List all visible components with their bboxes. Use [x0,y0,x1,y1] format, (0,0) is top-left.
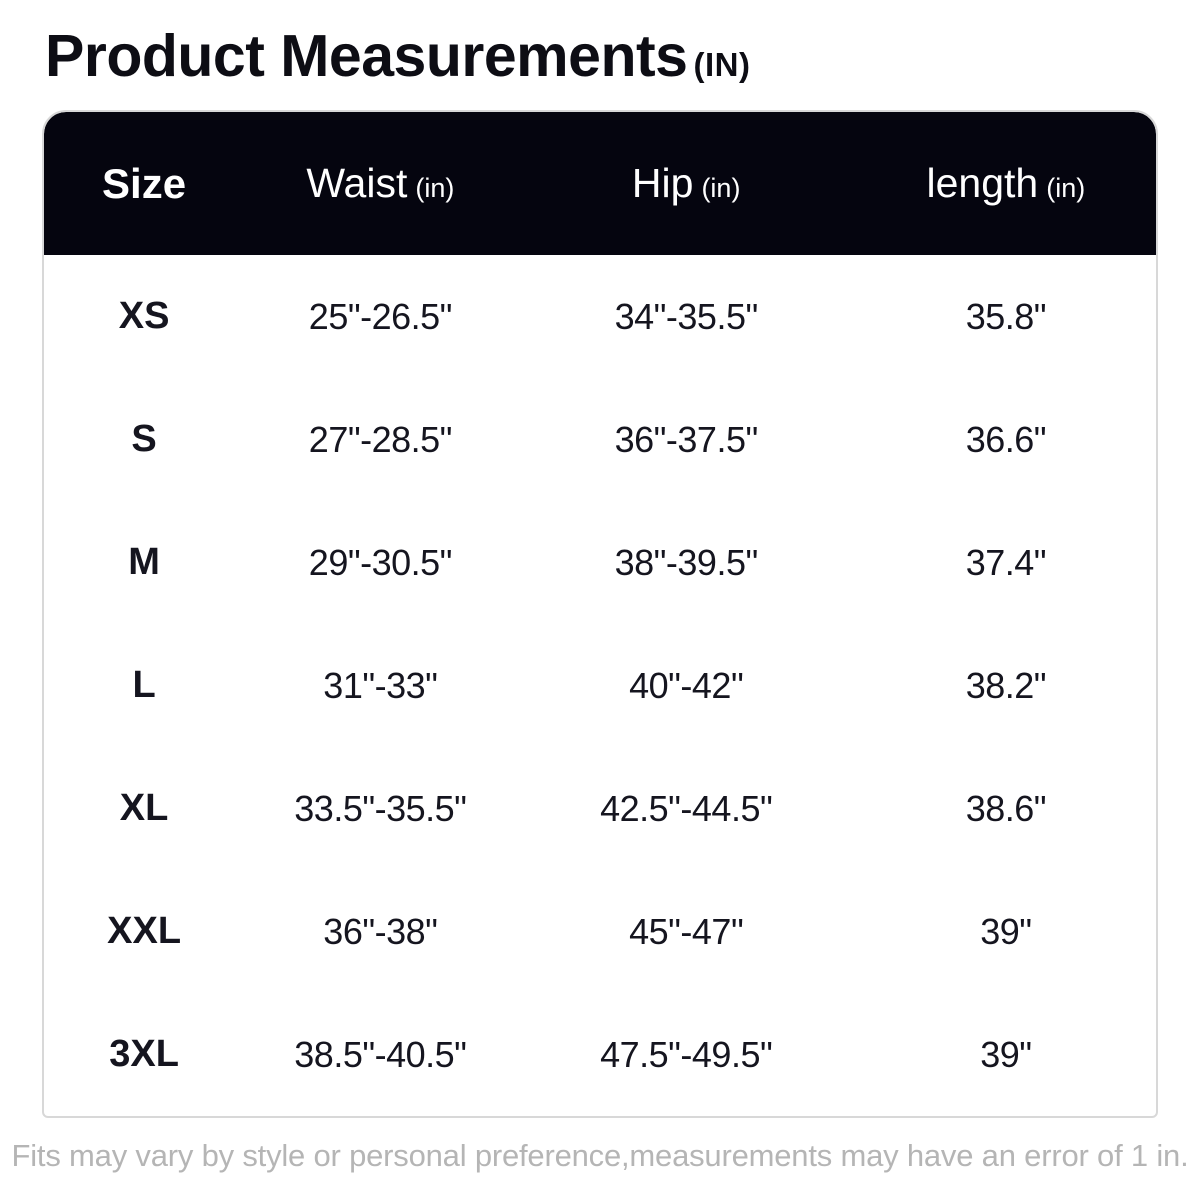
length-cell: 38.6" [965,787,1047,829]
hip-cell: 38"-39.5" [614,541,759,583]
table-row-3xl: 3XL 38.5"-40.5" 47.5"-49.5" 39" [44,993,1156,1116]
hip-cell: 42.5"-44.5" [600,787,773,829]
size-cell: XXL [107,910,182,952]
hip-cell: 47.5"-49.5" [600,1033,773,1075]
page-title-unit: (IN) [693,46,751,83]
size-cell: XL [119,787,169,829]
column-header-waist-unit: (in) [415,173,455,203]
table-row-m: M 29"-30.5" 38"-39.5" 37.4" [44,501,1156,624]
length-cell: 38.2" [965,664,1047,706]
column-header-waist-label: Waist [306,160,408,206]
waist-cell: 31"-33" [323,664,438,706]
length-cell: 39" [980,1033,1032,1075]
waist-cell: 36"-38" [323,910,438,952]
waist-cell: 38.5"-40.5" [294,1033,467,1075]
column-header-length: length (in) [856,160,1156,207]
size-cell: 3XL [109,1033,179,1075]
hip-cell: 34"-35.5" [614,295,759,337]
page-title: Product Measurements (IN) [45,22,750,90]
table-row-xxl: XXL 36"-38" 45"-47" 39" [44,870,1156,993]
waist-cell: 29"-30.5" [308,541,453,583]
column-header-length-unit: (in) [1046,173,1086,203]
table-header-row: Size Waist (in) Hip (in) length (in) [44,112,1156,255]
length-cell: 35.8" [965,295,1047,337]
column-header-hip-label: Hip [631,160,694,206]
waist-cell: 33.5"-35.5" [294,787,467,829]
table-body: XS 25"-26.5" 34"-35.5" 35.8" S 27"-28.5"… [44,255,1156,1116]
measurements-table: Size Waist (in) Hip (in) length (in) XS … [42,110,1158,1118]
disclaimer-text: Fits may vary by style or personal prefe… [11,1138,1189,1173]
hip-cell: 45"-47" [629,910,744,952]
column-header-waist: Waist (in) [244,160,516,207]
length-cell: 37.4" [965,541,1047,583]
table-row-l: L 31"-33" 40"-42" 38.2" [44,624,1156,747]
waist-cell: 27"-28.5" [308,418,453,460]
column-header-hip-unit: (in) [701,173,741,203]
table-row-s: S 27"-28.5" 36"-37.5" 36.6" [44,378,1156,501]
page-title-text: Product Measurements [45,23,688,89]
column-header-hip: Hip (in) [517,160,856,207]
size-cell: L [132,664,156,706]
length-cell: 36.6" [965,418,1047,460]
column-header-size-label: Size [102,159,187,207]
hip-cell: 40"-42" [629,664,744,706]
column-header-size: Size [44,160,244,208]
size-cell: XS [118,295,170,337]
length-cell: 39" [980,910,1032,952]
hip-cell: 36"-37.5" [614,418,759,460]
table-row-xs: XS 25"-26.5" 34"-35.5" 35.8" [44,255,1156,378]
size-cell: M [128,541,160,583]
size-cell: S [131,418,157,460]
table-row-xl: XL 33.5"-35.5" 42.5"-44.5" 38.6" [44,747,1156,870]
waist-cell: 25"-26.5" [308,295,453,337]
column-header-length-label: length [926,160,1039,206]
